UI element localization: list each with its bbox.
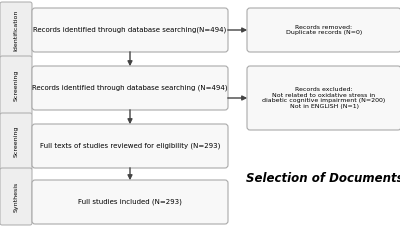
FancyBboxPatch shape xyxy=(32,124,228,168)
Text: Selection of Documents: Selection of Documents xyxy=(246,173,400,185)
Text: Records identified through database searching (N=494): Records identified through database sear… xyxy=(32,85,228,91)
FancyBboxPatch shape xyxy=(32,8,228,52)
Text: Synthesis: Synthesis xyxy=(14,181,18,212)
FancyBboxPatch shape xyxy=(247,8,400,52)
Text: Screening: Screening xyxy=(14,126,18,157)
Text: Full texts of studies reviewed for eligibility (N=293): Full texts of studies reviewed for eligi… xyxy=(40,143,220,149)
Text: Screening: Screening xyxy=(14,70,18,101)
FancyBboxPatch shape xyxy=(32,66,228,110)
FancyBboxPatch shape xyxy=(32,180,228,224)
Text: Identification: Identification xyxy=(14,9,18,51)
FancyBboxPatch shape xyxy=(0,2,32,58)
Text: Records removed:
Duplicate records (N=0): Records removed: Duplicate records (N=0) xyxy=(286,24,362,35)
FancyBboxPatch shape xyxy=(0,56,32,115)
Text: Records excluded:
Not related to oxidative stress in
diabetic cognitive impairme: Records excluded: Not related to oxidati… xyxy=(262,87,386,109)
Text: Full studies included (N=293): Full studies included (N=293) xyxy=(78,199,182,205)
FancyBboxPatch shape xyxy=(247,66,400,130)
Text: Records identified through database searching(N=494): Records identified through database sear… xyxy=(33,27,227,33)
FancyBboxPatch shape xyxy=(0,113,32,170)
FancyBboxPatch shape xyxy=(0,168,32,225)
